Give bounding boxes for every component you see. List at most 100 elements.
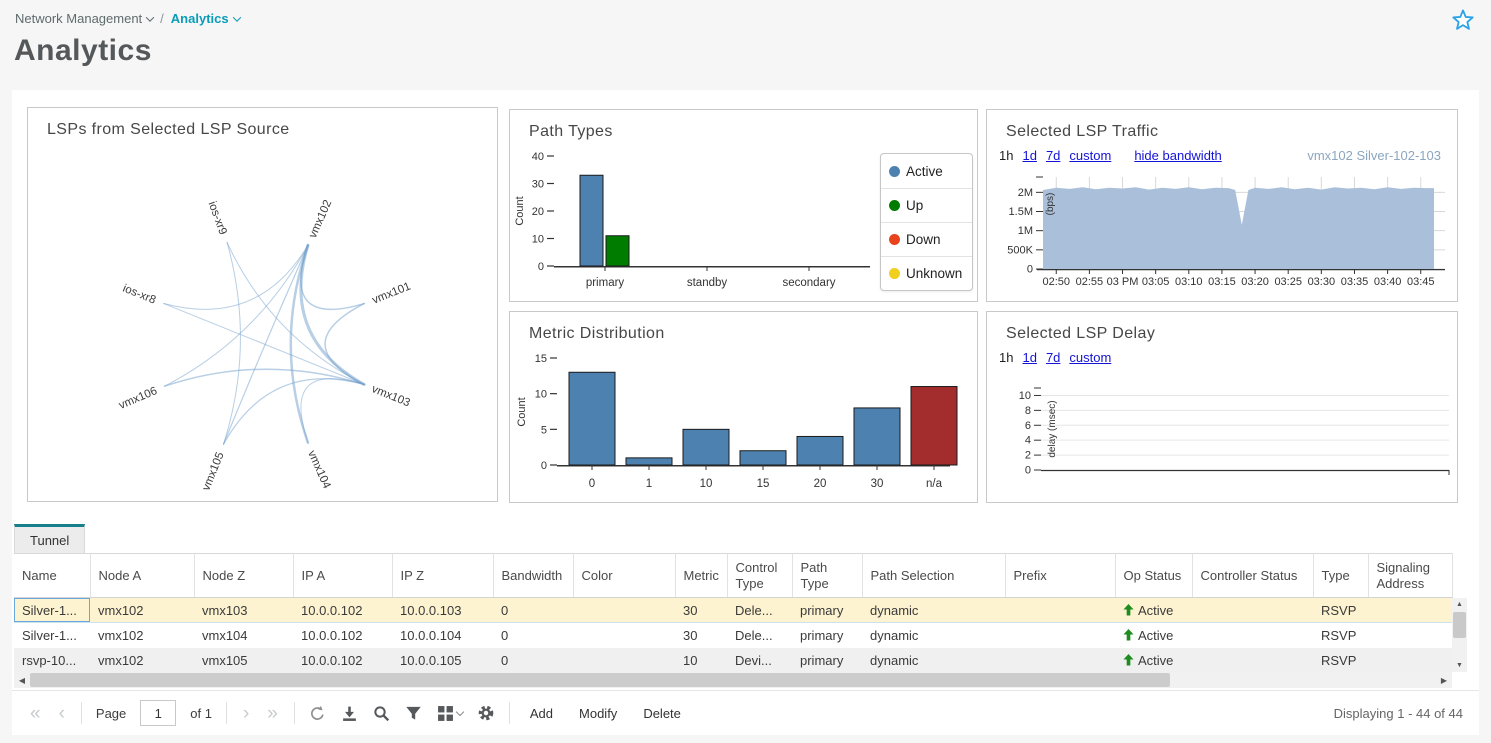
column-header-bandwidth[interactable]: Bandwidth bbox=[493, 553, 574, 598]
horizontal-scroll-thumb[interactable] bbox=[30, 673, 1170, 687]
column-header-signaling-address[interactable]: Signaling Address bbox=[1368, 553, 1453, 598]
legend-item-active[interactable]: Active bbox=[881, 154, 972, 188]
chord-link[interactable] bbox=[226, 242, 365, 385]
bar-up[interactable] bbox=[605, 235, 630, 267]
cell-ip-a[interactable]: 10.0.0.102 bbox=[293, 622, 392, 648]
next-page-button[interactable]: › bbox=[242, 702, 250, 724]
cell-path-type[interactable]: primary bbox=[792, 622, 862, 648]
chord-link[interactable] bbox=[164, 244, 309, 387]
chord-link[interactable] bbox=[289, 244, 310, 444]
table-row[interactable]: Silver-1... vmx102 vmx103 10.0.0.102 10.0.0.… bbox=[14, 597, 1452, 623]
chord-node-label[interactable]: ios-xr8 bbox=[121, 283, 157, 307]
modify-button[interactable]: Modify bbox=[579, 705, 618, 721]
metric-bar-30[interactable] bbox=[853, 407, 901, 466]
metric-bar-1[interactable] bbox=[625, 457, 673, 466]
chord-node-label[interactable]: ios-xr9 bbox=[206, 200, 229, 237]
metric-bar-15[interactable] bbox=[739, 450, 787, 466]
traffic-range-7d-link[interactable]: 7d bbox=[1045, 148, 1061, 163]
traffic-area-series[interactable] bbox=[1043, 187, 1434, 269]
column-header-control-type[interactable]: Control Type bbox=[727, 553, 793, 598]
column-header-ip-a[interactable]: IP A bbox=[293, 553, 393, 598]
column-header-op-status[interactable]: Op Status bbox=[1115, 553, 1193, 598]
chord-link[interactable] bbox=[300, 244, 365, 311]
chord-link[interactable] bbox=[223, 242, 241, 445]
settings-gear-icon[interactable] bbox=[477, 704, 495, 722]
scroll-right-icon[interactable]: ▶ bbox=[1440, 675, 1448, 685]
cell-controller-status[interactable] bbox=[1192, 597, 1313, 623]
column-header-path-selection[interactable]: Path Selection bbox=[862, 553, 1006, 598]
cell-signaling-address[interactable] bbox=[1368, 597, 1452, 623]
column-header-name[interactable]: Name bbox=[14, 553, 91, 598]
cell-type[interactable]: RSVP bbox=[1313, 647, 1368, 673]
column-header-node-z[interactable]: Node Z bbox=[194, 553, 294, 598]
breadcrumb-network-management[interactable]: Network Management bbox=[15, 11, 155, 26]
cell-node-a[interactable]: vmx102 bbox=[90, 597, 194, 623]
column-header-controller-status[interactable]: Controller Status bbox=[1192, 553, 1314, 598]
tab-tunnel[interactable]: Tunnel bbox=[14, 524, 86, 554]
hide-bandwidth-link[interactable]: hide bandwidth bbox=[1134, 148, 1222, 163]
cell-control-type[interactable]: Dele... bbox=[727, 597, 792, 623]
cell-signaling-address[interactable] bbox=[1368, 622, 1452, 648]
cell-control-type[interactable]: Dele... bbox=[727, 622, 792, 648]
cell-path-type[interactable]: primary bbox=[792, 597, 862, 623]
download-icon[interactable] bbox=[341, 704, 359, 722]
cell-bandwidth[interactable]: 0 bbox=[493, 622, 573, 648]
chord-link[interactable] bbox=[222, 378, 365, 445]
cell-prefix[interactable] bbox=[1005, 622, 1115, 648]
metric-bar-0[interactable] bbox=[568, 371, 616, 466]
cell-node-z[interactable]: vmx105 bbox=[194, 647, 293, 673]
vertical-scrollbar[interactable]: ▲ ▼ bbox=[1452, 598, 1467, 672]
chord-node-label[interactable]: vmx102 bbox=[307, 198, 334, 240]
legend-item-unknown[interactable]: Unknown bbox=[881, 256, 972, 290]
chord-link[interactable] bbox=[163, 244, 309, 310]
chord-link[interactable] bbox=[324, 302, 365, 386]
metric-bar-10[interactable] bbox=[682, 428, 730, 466]
cell-ip-a[interactable]: 10.0.0.102 bbox=[293, 597, 392, 623]
cell-node-a[interactable]: vmx102 bbox=[90, 647, 194, 673]
favorite-star-icon[interactable] bbox=[1451, 8, 1475, 32]
cell-path-selection[interactable]: dynamic bbox=[862, 622, 1005, 648]
cell-color[interactable] bbox=[573, 597, 675, 623]
column-header-ip-z[interactable]: IP Z bbox=[392, 553, 494, 598]
metric-bar-n/a[interactable] bbox=[910, 386, 958, 466]
chord-node-label[interactable]: vmx106 bbox=[117, 385, 159, 412]
cell-path-type[interactable]: primary bbox=[792, 647, 862, 673]
chord-diagram[interactable]: ios-xr9 vmx102 vmx101 vmx103 vmx104 vmx105 vmx… bbox=[28, 142, 497, 500]
chord-link[interactable] bbox=[299, 243, 366, 386]
cell-op-status[interactable]: Active bbox=[1115, 622, 1192, 648]
cell-metric[interactable]: 10 bbox=[675, 647, 727, 673]
legend-item-down[interactable]: Down bbox=[881, 222, 972, 256]
chord-link[interactable] bbox=[300, 378, 365, 444]
cell-ip-z[interactable]: 10.0.0.104 bbox=[392, 622, 493, 648]
legend-item-up[interactable]: Up bbox=[881, 188, 972, 222]
breadcrumb-analytics[interactable]: Analytics bbox=[171, 11, 241, 26]
columns-menu-button[interactable] bbox=[437, 705, 465, 722]
metric-bar-20[interactable] bbox=[796, 435, 844, 466]
table-row[interactable]: Silver-1... vmx102 vmx104 10.0.0.102 10.0.0.… bbox=[14, 622, 1452, 648]
cell-node-a[interactable]: vmx102 bbox=[90, 622, 194, 648]
traffic-range-custom-link[interactable]: custom bbox=[1069, 148, 1112, 163]
cell-color[interactable] bbox=[573, 647, 675, 673]
delay-range-1d-link[interactable]: 1d bbox=[1022, 350, 1037, 365]
chord-node-label[interactable]: vmx101 bbox=[371, 280, 413, 306]
chord-node-label[interactable]: vmx104 bbox=[305, 449, 333, 491]
add-button[interactable]: Add bbox=[529, 705, 554, 721]
delete-button[interactable]: Delete bbox=[643, 705, 681, 721]
chord-link[interactable] bbox=[163, 368, 365, 387]
chord-link[interactable] bbox=[163, 303, 365, 385]
column-header-prefix[interactable]: Prefix bbox=[1005, 553, 1116, 598]
cell-op-status[interactable]: Active bbox=[1115, 597, 1192, 623]
cell-signaling-address[interactable] bbox=[1368, 647, 1452, 673]
cell-metric[interactable]: 30 bbox=[675, 622, 727, 648]
bar-active[interactable] bbox=[579, 174, 604, 267]
cell-bandwidth[interactable]: 0 bbox=[493, 647, 573, 673]
column-header-metric[interactable]: Metric bbox=[675, 553, 728, 598]
cell-controller-status[interactable] bbox=[1192, 647, 1313, 673]
scroll-up-icon[interactable]: ▲ bbox=[1456, 601, 1463, 608]
traffic-range-1d-link[interactable]: 1d bbox=[1022, 148, 1037, 163]
cell-node-z[interactable]: vmx104 bbox=[194, 622, 293, 648]
column-header-node-a[interactable]: Node A bbox=[90, 553, 195, 598]
page-number-input[interactable] bbox=[140, 700, 177, 726]
cell-color[interactable] bbox=[573, 622, 675, 648]
cell-node-z[interactable]: vmx103 bbox=[194, 597, 293, 623]
